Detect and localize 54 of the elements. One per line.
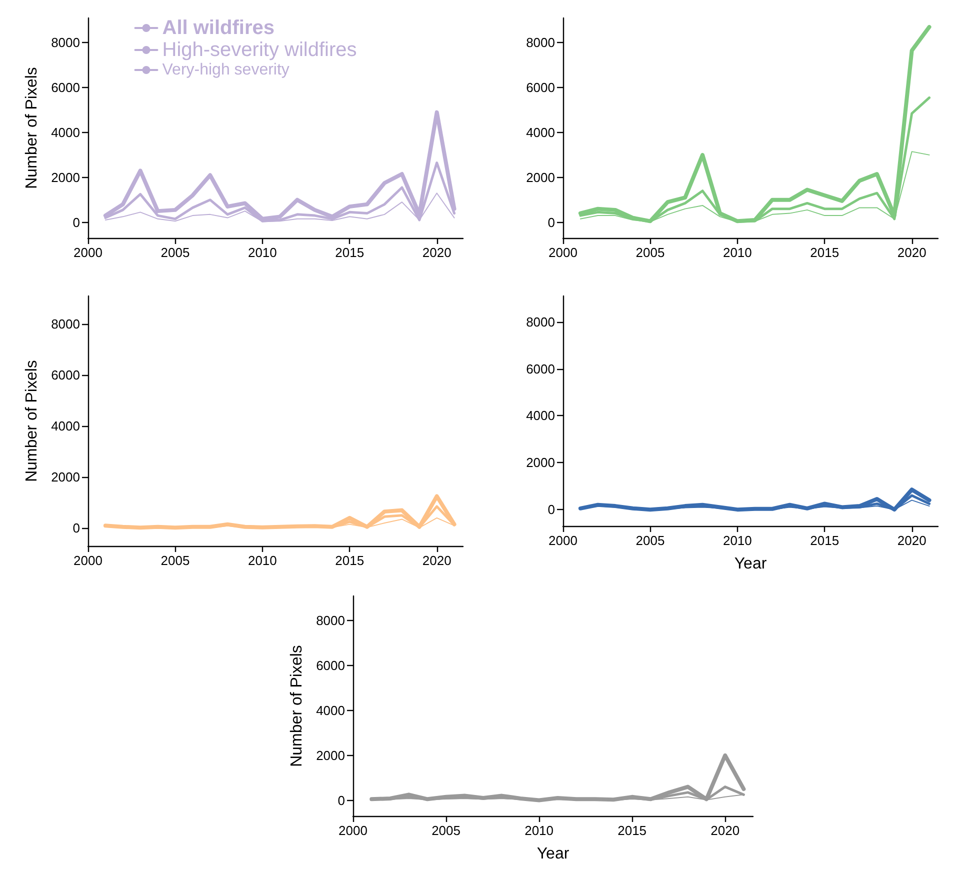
x-tick-label: 2005 [432, 823, 460, 838]
x-tick-label: 2015 [810, 245, 840, 260]
legend-label: All wildfires [162, 17, 275, 39]
legend-label: High-severity wildfires [162, 39, 357, 61]
y-axis-title: Number of Pixels [24, 67, 40, 189]
y-tick-label: 2000 [526, 455, 555, 470]
y-tick-label: 2000 [316, 748, 345, 763]
x-tick-label: 2015 [335, 553, 364, 568]
x-tick-label: 2010 [248, 245, 277, 260]
x-tick-label: 2015 [810, 533, 840, 548]
y-axis-title: Number of Pixels [288, 645, 306, 767]
y-tick-label: 4000 [526, 408, 555, 424]
y-tick-label: 4000 [526, 124, 555, 140]
y-tick-label: 4000 [51, 418, 80, 434]
y-tick-label: 8000 [526, 314, 555, 330]
y-tick-label: 6000 [51, 80, 80, 96]
x-tick-label: 2020 [422, 553, 452, 568]
y-tick-label: 0 [72, 214, 80, 230]
legend-label: Very-high severity [162, 62, 290, 78]
y-tick-label: 6000 [51, 368, 80, 383]
x-tick-label: 2010 [248, 553, 277, 568]
y-tick-label: 0 [338, 792, 345, 808]
x-tick-label: 2005 [160, 553, 190, 568]
x-tick-label: 2005 [160, 245, 190, 260]
y-tick-label: 0 [72, 520, 80, 536]
y-tick-label: 4000 [316, 702, 345, 718]
x-tick-label: 2010 [722, 245, 752, 260]
y-tick-label: 8000 [316, 613, 345, 628]
y-tick-label: 2000 [51, 470, 80, 485]
y-tick-label: 8000 [51, 35, 80, 50]
x-tick-label: 2015 [335, 245, 364, 260]
x-axis-title: Year [536, 846, 570, 862]
y-tick-label: 8000 [51, 316, 80, 332]
y-tick-label: 6000 [316, 658, 345, 674]
y-tick-label: 8000 [526, 35, 555, 50]
x-tick-label: 2010 [722, 533, 752, 548]
y-tick-label: 6000 [526, 361, 555, 376]
y-tick-label: 2000 [51, 170, 80, 185]
x-tick-label: 2000 [338, 823, 368, 838]
x-tick-label: 2015 [618, 823, 647, 838]
y-tick-label: 6000 [526, 80, 555, 96]
x-tick-label: 2020 [422, 245, 452, 260]
y-tick-label: 0 [548, 502, 555, 518]
y-tick-label: 4000 [51, 124, 80, 140]
x-tick-label: 2020 [897, 533, 926, 548]
x-tick-label: 2020 [897, 245, 926, 260]
x-tick-label: 2020 [710, 823, 740, 838]
x-axis-title: Year [734, 556, 768, 572]
x-tick-label: 2005 [636, 533, 665, 548]
y-tick-label: 2000 [526, 170, 555, 185]
x-tick-label: 2010 [524, 823, 554, 838]
x-tick-label: 2005 [636, 245, 665, 260]
y-axis-title: Number of Pixels [24, 360, 40, 482]
y-tick-label: 0 [548, 214, 555, 230]
